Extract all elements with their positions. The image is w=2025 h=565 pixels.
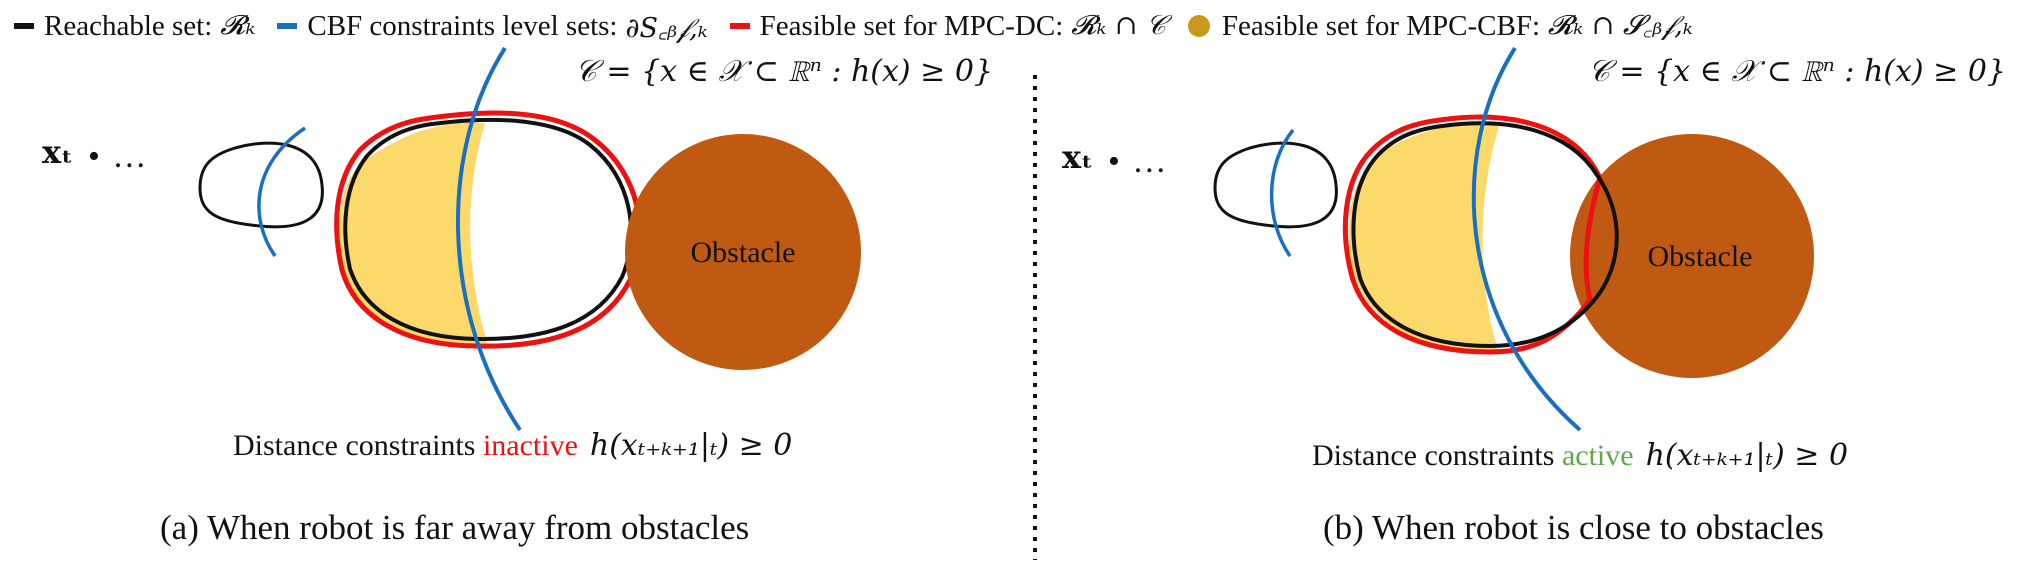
small-cbf-level-set [257, 126, 306, 257]
legend-label: Feasible set for MPC-DC: [759, 9, 1064, 42]
safe-set-definition: 𝒞 = {x ∈ 𝒳 ⊂ ℝⁿ : h(x) ≥ 0} [575, 54, 994, 89]
reachable-set [343, 117, 633, 342]
caption-b: (b) When robot is close to obstacles [1323, 508, 1824, 547]
obstacle [1570, 134, 1814, 378]
mpc-dc-feasible-set [334, 110, 643, 349]
mpc-dc-feasible-set [1342, 114, 1603, 355]
obstacle [625, 134, 861, 370]
state-label: xₜ [42, 133, 73, 171]
reachable-set [1351, 121, 1619, 349]
reachable-set-swatch [14, 23, 34, 29]
ellipsis: • … [1108, 143, 1169, 180]
ellipsis: • … [88, 138, 149, 175]
small-reachable-set [198, 141, 324, 229]
small-cbf-level-set [1269, 128, 1295, 257]
distance-constraint-note: Distance constraints active h(xₜ₊ₖ₊₁|ₜ) ≥… [1312, 438, 1848, 473]
note-prefix: Distance constraints [233, 429, 483, 462]
panel-a-drawing: Obstacle [198, 46, 861, 432]
status-active: active [1561, 439, 1634, 472]
legend-item-mpc-dc: Feasible set for MPC-DC: 𝓡ₖ ∩ 𝒞 [729, 9, 1166, 43]
panel-b-drawing: Obstacle [1213, 46, 1814, 432]
legend-label: Feasible set for MPC-CBF: [1221, 9, 1541, 42]
legend-item-cbf-level-sets: CBF constraints level sets: ∂S꜀ᵦ𝒻,ₖ [277, 8, 708, 45]
note-math: h(xₜ₊ₖ₊₁|ₜ) ≥ 0 [1645, 438, 1849, 473]
safe-set-definition: 𝒞 = {x ∈ 𝒳 ⊂ ℝⁿ : h(x) ≥ 0} [1588, 54, 2007, 89]
cbf-swatch [277, 23, 298, 29]
legend-math: ∂S꜀ᵦ𝒻,ₖ [625, 12, 708, 44]
legend-math: 𝓡ₖ [220, 10, 256, 41]
legend-math: 𝓡ₖ ∩ 𝓢꜀ᵦ𝒻,ₖ [1548, 10, 1693, 41]
note-math: h(xₜ₊ₖ₊₁|ₜ) ≥ 0 [589, 428, 793, 463]
legend-label: CBF constraints level sets: [307, 9, 618, 42]
cbf-level-set [1471, 46, 1582, 432]
legend: Reachable set: 𝓡ₖ CBF constraints level … [14, 6, 2015, 46]
legend-math: 𝓡ₖ ∩ 𝒞 [1071, 10, 1166, 41]
mpc-cbf-feasible-region [1348, 122, 1500, 351]
small-reachable-set [1213, 141, 1338, 229]
legend-item-reachable-set: Reachable set: 𝓡ₖ [14, 10, 255, 43]
state-label: xₜ [1062, 138, 1093, 176]
mpc-dc-swatch [729, 23, 750, 29]
status-inactive: inactive [482, 429, 578, 462]
mpc-cbf-feasible-region [339, 122, 488, 347]
legend-item-mpc-cbf: Feasible set for MPC-CBF: 𝓡ₖ ∩ 𝓢꜀ᵦ𝒻,ₖ [1187, 9, 1693, 43]
legend-label: Reachable set: [44, 9, 213, 42]
cbf-level-set [455, 46, 522, 432]
obstacle-label: Obstacle [1648, 240, 1753, 273]
obstacle-label: Obstacle [691, 236, 796, 269]
mpc-cbf-swatch [1187, 15, 1210, 37]
distance-constraint-note: Distance constraints inactive h(xₜ₊ₖ₊₁|ₜ)… [233, 428, 792, 463]
note-prefix: Distance constraints [1312, 439, 1562, 472]
caption-a: (a) When robot is far away from obstacle… [160, 508, 750, 547]
